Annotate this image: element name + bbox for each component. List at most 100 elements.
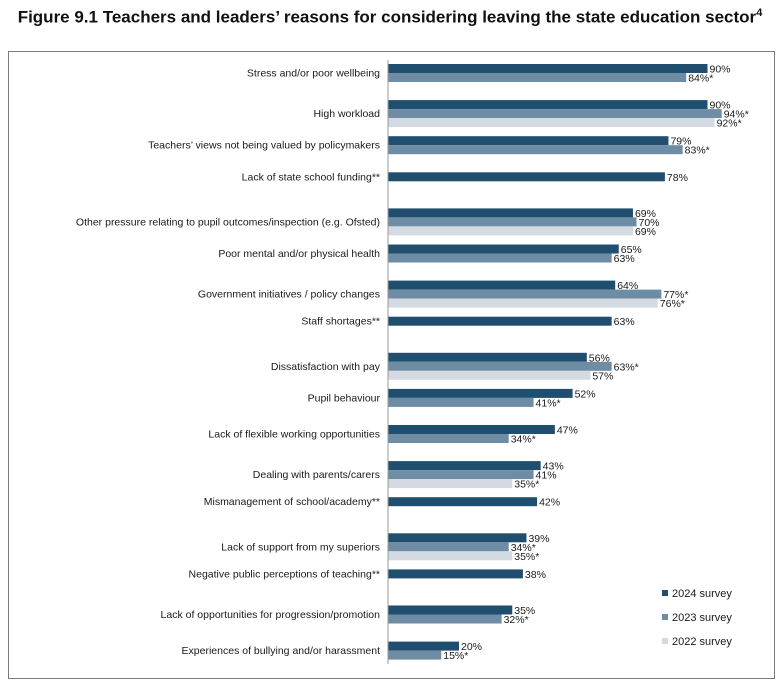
data-label-2024-high-workload: 90% xyxy=(710,100,731,112)
bar-2024-poor-mental-and-or-physical-health xyxy=(388,244,619,254)
legend-label-1: 2023 survey xyxy=(672,612,732,624)
data-label-2024-government-initiatives-policy-changes: 64% xyxy=(617,280,638,292)
data-label-2022-lack-of-support-from-my-superiors: 35%* xyxy=(514,551,539,563)
bar-2024-teachers-views-not-being-valued-by-policymakers xyxy=(388,136,669,146)
data-label-2024-negative-public-perceptions-of-teaching: 38% xyxy=(525,569,546,581)
data-label-2022-dissatisfaction-with-pay: 57% xyxy=(592,370,613,382)
bar-2024-experiences-of-bullying-and-or-harassment xyxy=(388,641,459,651)
data-label-2024-lack-of-support-from-my-superiors: 39% xyxy=(528,533,549,545)
category-label-pupil-behaviour: Pupil behaviour xyxy=(308,392,381,404)
legend-label-2: 2022 survey xyxy=(672,636,732,648)
legend-swatch-2 xyxy=(662,638,668,644)
data-label-2024-dissatisfaction-with-pay: 56% xyxy=(589,352,610,364)
bar-2024-lack-of-flexible-working-opportunities xyxy=(388,425,555,434)
bar-2023-lack-of-support-from-my-superiors xyxy=(388,542,509,552)
title-footnote-marker: 4 xyxy=(756,7,763,19)
bar-2024-other-pressure-relating-to-pupil-outcomes-inspection-e-g-ofsted xyxy=(388,208,633,218)
data-label-2022-government-initiatives-policy-changes: 76%* xyxy=(660,298,685,310)
bar-2022-government-initiatives-policy-changes xyxy=(388,298,658,308)
bar-2024-staff-shortages xyxy=(388,316,612,326)
category-label-staff-shortages: Staff shortages** xyxy=(301,316,380,328)
bar-2024-mismanagement-of-school-academy xyxy=(388,497,538,507)
bar-2024-dissatisfaction-with-pay xyxy=(388,352,587,362)
bar-2023-government-initiatives-policy-changes xyxy=(388,289,662,299)
legend-label-0: 2024 survey xyxy=(672,588,732,600)
data-label-2024-other-pressure-relating-to-pupil-outcomes-inspection-e-g-ofsted: 69% xyxy=(635,208,656,220)
bar-2023-lack-of-opportunities-for-progression-promotion xyxy=(388,614,502,624)
data-label-2022-other-pressure-relating-to-pupil-outcomes-inspection-e-g-ofsted: 69% xyxy=(635,226,656,238)
data-label-2023-teachers-views-not-being-valued-by-policymakers: 83%* xyxy=(685,145,710,157)
data-label-2024-dealing-with-parents-carers: 43% xyxy=(543,461,564,473)
category-label-other-pressure-relating-to-pupil-outcomes-inspection-e-g-ofsted: Other pressure relating to pupil outcome… xyxy=(76,216,380,228)
data-label-2023-dissatisfaction-with-pay: 63%* xyxy=(614,361,639,373)
chart-title-block: Figure 9.1 Teachers and leaders’ reasons… xyxy=(0,0,780,31)
category-label-negative-public-perceptions-of-teaching: Negative public perceptions of teaching*… xyxy=(189,568,380,580)
category-label-dissatisfaction-with-pay: Dissatisfaction with pay xyxy=(271,361,381,373)
bar-2022-other-pressure-relating-to-pupil-outcomes-inspection-e-g-ofsted xyxy=(388,226,633,236)
data-label-2024-pupil-behaviour: 52% xyxy=(575,388,596,400)
data-label-2023-government-initiatives-policy-changes: 77%* xyxy=(663,289,688,301)
category-label-lack-of-support-from-my-superiors: Lack of support from my superiors xyxy=(221,541,380,553)
bar-2022-dealing-with-parents-carers xyxy=(388,479,513,489)
data-label-2023-poor-mental-and-or-physical-health: 63% xyxy=(614,253,635,265)
data-label-2024-lack-of-flexible-working-opportunities: 47% xyxy=(557,425,578,437)
bar-2024-lack-of-opportunities-for-progression-promotion xyxy=(388,605,513,615)
data-label-2023-lack-of-opportunities-for-progression-promotion: 32%* xyxy=(504,614,529,626)
bar-2023-experiences-of-bullying-and-or-harassment xyxy=(388,650,442,660)
bar-2023-dissatisfaction-with-pay xyxy=(388,361,612,371)
data-label-2024-lack-of-opportunities-for-progression-promotion: 35% xyxy=(514,605,535,617)
category-label-stress-and-or-poor-wellbeing: Stress and/or poor wellbeing xyxy=(247,68,380,80)
bar-2023-teachers-views-not-being-valued-by-policymakers xyxy=(388,145,683,155)
category-label-mismanagement-of-school-academy: Mismanagement of school/academy** xyxy=(204,496,380,508)
data-label-2024-stress-and-or-poor-wellbeing: 90% xyxy=(710,64,731,76)
category-label-lack-of-state-school-funding: Lack of state school funding** xyxy=(242,171,380,183)
bar-2022-dissatisfaction-with-pay xyxy=(388,370,591,380)
data-label-2024-staff-shortages: 63% xyxy=(614,316,635,328)
category-label-government-initiatives-policy-changes: Government initiatives / policy changes xyxy=(198,289,380,301)
legend-swatch-0 xyxy=(662,590,668,596)
bar-2024-negative-public-perceptions-of-teaching xyxy=(388,569,523,579)
category-label-teachers-views-not-being-valued-by-policymakers: Teachers’ views not being valued by poli… xyxy=(148,140,380,152)
bar-2024-high-workload xyxy=(388,100,708,110)
data-label-2023-pupil-behaviour: 41%* xyxy=(536,397,561,409)
bar-2023-lack-of-flexible-working-opportunities xyxy=(388,434,509,443)
data-label-2022-dealing-with-parents-carers: 35%* xyxy=(514,479,539,491)
bar-2023-poor-mental-and-or-physical-health xyxy=(388,253,612,263)
category-label-dealing-with-parents-carers: Dealing with parents/carers xyxy=(253,469,380,481)
bar-2023-high-workload xyxy=(388,109,722,119)
bar-2022-high-workload xyxy=(388,118,715,128)
chart-title: Figure 9.1 Teachers and leaders’ reasons… xyxy=(17,7,757,27)
bar-2024-lack-of-support-from-my-superiors xyxy=(388,533,527,543)
bar-2023-stress-and-or-poor-wellbeing xyxy=(388,73,687,82)
chart-frame xyxy=(8,51,775,679)
data-label-2024-mismanagement-of-school-academy: 42% xyxy=(539,497,560,509)
category-label-poor-mental-and-or-physical-health: Poor mental and/or physical health xyxy=(218,248,380,260)
data-label-2024-experiences-of-bullying-and-or-harassment: 20% xyxy=(461,641,482,653)
bar-2023-other-pressure-relating-to-pupil-outcomes-inspection-e-g-ofsted xyxy=(388,217,637,227)
category-label-lack-of-flexible-working-opportunities: Lack of flexible working opportunities xyxy=(208,429,380,441)
legend-swatch-1 xyxy=(662,614,668,620)
bar-2024-pupil-behaviour xyxy=(388,388,573,398)
data-label-2023-dealing-with-parents-carers: 41% xyxy=(536,470,557,482)
data-label-2024-poor-mental-and-or-physical-health: 65% xyxy=(621,244,642,256)
bar-2023-dealing-with-parents-carers xyxy=(388,470,534,480)
category-label-high-workload: High workload xyxy=(313,108,380,120)
data-label-2022-high-workload: 92%* xyxy=(717,118,742,130)
data-label-2023-other-pressure-relating-to-pupil-outcomes-inspection-e-g-ofsted: 70% xyxy=(639,217,660,229)
data-label-2023-lack-of-flexible-working-opportunities: 34%* xyxy=(511,434,536,446)
bar-2024-dealing-with-parents-carers xyxy=(388,461,541,471)
bar-2024-stress-and-or-poor-wellbeing xyxy=(388,64,708,73)
data-label-2023-high-workload: 94%* xyxy=(724,109,749,121)
bar-2023-pupil-behaviour xyxy=(388,397,534,407)
bar-2024-lack-of-state-school-funding xyxy=(388,172,665,182)
data-label-2024-lack-of-state-school-funding: 78% xyxy=(667,172,688,184)
bar-2024-government-initiatives-policy-changes xyxy=(388,280,616,290)
category-label-experiences-of-bullying-and-or-harassment: Experiences of bullying and/or harassmen… xyxy=(182,645,381,657)
data-label-2023-experiences-of-bullying-and-or-harassment: 15%* xyxy=(443,650,468,662)
category-label-lack-of-opportunities-for-progression-promotion: Lack of opportunities for progression/pr… xyxy=(161,609,381,621)
bar-2022-lack-of-support-from-my-superiors xyxy=(388,551,513,561)
data-label-2023-lack-of-support-from-my-superiors: 34%* xyxy=(511,542,536,554)
data-label-2024-teachers-views-not-being-valued-by-policymakers: 79% xyxy=(670,136,691,148)
data-label-2023-stress-and-or-poor-wellbeing: 84%* xyxy=(688,73,713,85)
